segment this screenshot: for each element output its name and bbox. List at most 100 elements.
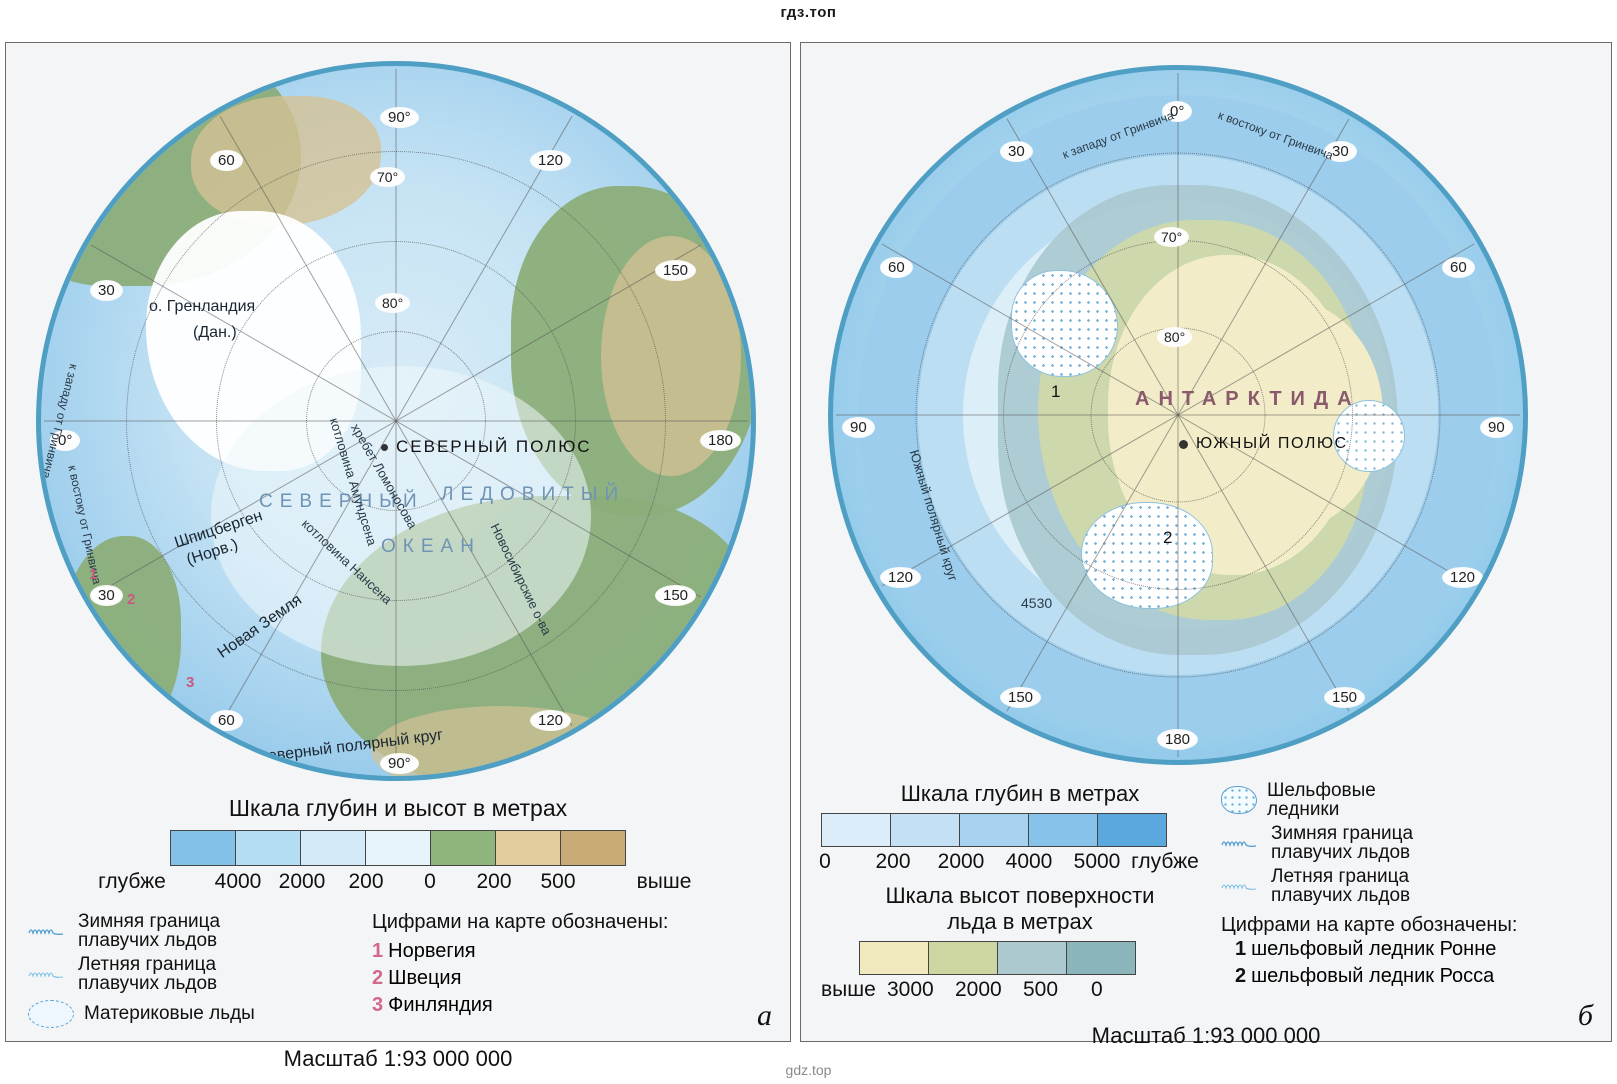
degree-pill-90-left-b: 90 [843,418,874,437]
degree-pill-30-tl: 30 [91,281,122,300]
label-ocean-line3: ОКЕАН [381,536,481,557]
shelf-glacier-line1: Шельфовые [1267,780,1376,801]
country-num-3: 3 [186,674,195,691]
shelf-num-2: 2 [1163,528,1173,547]
number-legend-label: шельфовый ледник Росса [1251,964,1495,987]
winter-ice-line1: Зимняя граница [78,911,221,932]
numbers-list: 1 Норвегия 2 Швеция 3 Финляндия [372,938,772,1019]
degree-pill-30-tl-b: 30 [1001,142,1032,161]
degree-pill-60-bl: 60 [211,711,242,730]
depth-swatches [821,813,1167,847]
shelf-glacier-line2: ледники [1267,799,1340,821]
height-scale-label-3: 500 [1023,978,1059,1001]
label-south-pole: ЮЖНЫЙ ПОЛЮС [1196,435,1348,452]
scale-label-4: 0 [424,870,436,893]
number-legend-item: 1 Норвегия [372,938,772,965]
number-legend-label: шельфовый ледник Ронне [1251,937,1497,960]
legend-item-winter-ice-b: Зимняя граница плавучих льдов [1221,824,1599,863]
height-swatches [859,941,1136,975]
mainland-ice-icon [28,999,74,1028]
degree-pill-0-top-b: 0° [1163,102,1192,121]
degree-pill-150-bl-b: 150 [1001,688,1041,707]
color-swatch-1 [235,831,300,865]
depth-height-swatches [170,830,626,866]
number-legend-index: 1 [1235,937,1247,960]
scale-label-2: 2000 [278,870,326,893]
number-legend-index: 3 [372,994,384,1017]
numbers-title: Цифрами на карте обозначены: [372,911,669,933]
antarctic-legend: Шкала глубин в метрах 0 200 2000 4000 5000 гл… [801,781,1611,1049]
number-legend-item: 1 шельфовый ледник Ронне [1235,936,1599,963]
legend-item-mainland-ice-label: Материковые льды [84,1002,255,1024]
scale-label-0: глубже [98,870,166,893]
swatch-label-5: глубже [1131,850,1199,873]
legend-item-summer-ice-label: Летняя граница плавучих льдов [78,955,217,994]
map-panel-antarctic: 0° 30 30 60 60 90 90 120 120 150 150 180… [800,42,1612,1048]
winter-ice-line-icon-b [1221,836,1261,850]
color-swatch-1 [928,942,997,974]
number-legend-index: 1 [372,940,384,963]
swatch-label-3: 4000 [1005,850,1053,873]
north-pole-dot [381,444,388,451]
land-scandinavia [61,536,181,736]
antarctic-globe: 0° 30 30 60 60 90 90 120 120 150 150 180… [828,65,1528,765]
number-legend-item: 3 Финляндия [372,992,772,1019]
legend-item-summer-ice-b: Летняя граница плавучих льдов [1221,866,1599,906]
color-swatch-4 [430,831,495,865]
color-swatch-1 [890,814,959,846]
winter-ice-line1-b: Зимняя граница [1271,822,1414,844]
winter-ice-line2: плавучих льдов [78,930,218,952]
degree-pill-60-tr-b: 60 [1443,258,1474,277]
color-swatch-2 [300,831,365,865]
depth-swatch-labels: 0 200 2000 4000 5000 глубже [819,850,1221,877]
scale-label-1: 4000 [214,870,262,893]
degree-pill-0-left: 0° [51,431,80,450]
swatch-label-1: 200 [875,850,911,873]
height-scale-label-1: 3000 [887,978,934,1001]
scale-label-7: выше [636,870,692,893]
degree-pill-80-b: 80° [1158,328,1192,346]
color-swatch-3 [1028,814,1097,846]
swatch-label-0: 0 [819,850,831,873]
height-scale-label-0: выше [821,978,876,1001]
color-swatch-5 [495,831,560,865]
winter-ice-line2-b: плавучих льдов [1271,842,1411,864]
label-antarctica: АНТАРКТИДА [1135,388,1361,410]
number-legend-label: Финляндия [388,994,493,1017]
color-swatch-4 [1097,814,1166,846]
country-num-2: 2 [127,591,136,608]
map-panel-arctic: 90° 60 120 150 30 0° 180 30 150 60 120 9… [5,42,791,1071]
numbers-title-b: Цифрами на карте обозначены: [1221,914,1518,937]
degree-pill-120-br: 120 [531,711,571,730]
legend-item-summer-ice: Летняя граница плавучих льдов [28,955,358,994]
number-legend-item: 2 Швеция [372,965,772,992]
label-north-pole: СЕВЕРНЫЙ ПОЛЮС [396,437,592,456]
arctic-legend: Шкала глубин и высот в метрах глубже 4000… [6,795,790,1072]
height-scale-title-line2: льда в метрах [947,909,1093,934]
antarctic-scale-column: Шкала глубин в метрах 0 200 2000 4000 5000 гл… [801,781,1221,1005]
number-legend-index: 2 [372,967,384,990]
color-swatch-3 [365,831,430,865]
number-legend-item: 2 шельфовый ледник Росса [1235,963,1599,990]
height-scale-label-2: 2000 [955,978,1002,1001]
legend-item-winter-ice: Зимняя граница плавучих льдов [28,912,358,951]
degree-pill-150-tr: 150 [656,261,696,280]
degree-pill-180-bottom-b: 180 [1158,730,1198,749]
degree-pill-150-br-b: 150 [1325,688,1365,707]
number-legend-label: Швеция [388,967,462,990]
legend-item-winter-ice-label: Зимняя граница плавучих льдов [78,912,220,951]
summer-ice-line2-b: плавучих льдов [1271,884,1411,906]
watermark-top: гдз.топ [780,4,837,21]
winter-ice-line-icon [28,924,68,938]
antarctic-symbol-column: Шельфовые ледники Зимняя граница плавучи… [1221,781,1611,1005]
map-scale-text-b: Масштаб 1:93 000 000 [1091,1023,1321,1048]
arctic-legend-numbers: Цифрами на карте обозначены: 1 Норвегия 2 Ш… [372,912,772,1032]
scale-label-5: 200 [476,870,512,893]
color-swatch-0 [822,814,890,846]
degree-pill-90-bottom: 90° [381,754,418,773]
number-legend-label: Норвегия [388,940,476,963]
label-greenland: о. Гренландия [149,298,256,315]
legend-item-shelf-glacier: Шельфовые ледники [1221,781,1599,820]
scale-label-3: 200 [348,870,384,893]
degree-pill-90-right-b: 90 [1481,418,1512,437]
